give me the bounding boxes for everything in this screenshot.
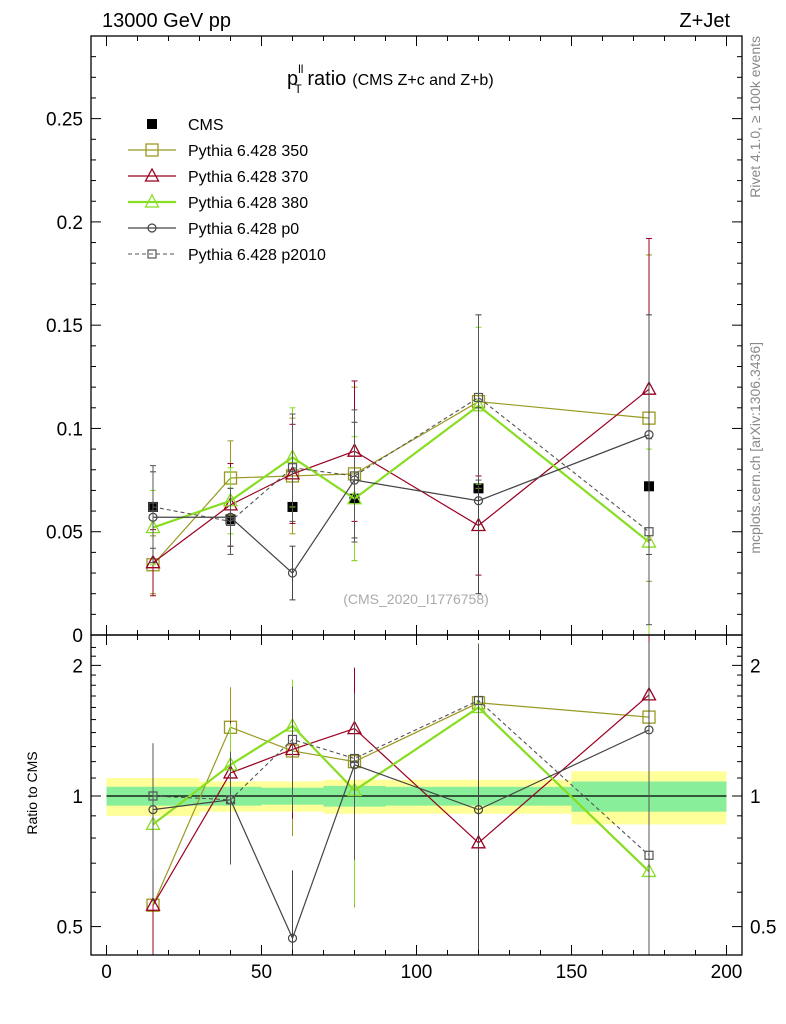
legend-marker [147,223,157,233]
legend-label: Pythia 6.428 p2010 [188,247,326,264]
legend-marker [147,249,157,259]
ratio-point [644,725,654,735]
series-line [152,404,650,543]
ratio-line [152,702,650,906]
legend: CMS Pythia 6.428 350 Pythia 6.428 370 Pythi… [128,117,326,264]
legend-label: Pythia 6.428 p0 [188,221,299,238]
x-tick-label: 150 [556,962,588,983]
ratio-point [644,850,654,860]
ratio-point [473,805,484,815]
series-p380 [145,326,657,636]
ratio-y-tick-label: 0.5 [57,918,83,939]
legend-entry-p350: Pythia 6.428 350 [128,143,308,160]
ratio-line [152,729,650,940]
y-tick-label: 0.25 [46,110,83,131]
legend-label: Pythia 6.428 350 [188,143,308,160]
header-right: Z+Jet [679,10,730,32]
ratio-point [349,753,360,764]
data-point [287,568,298,578]
legend-marker [145,143,159,157]
analysis-watermark: (CMS_2020_I1776758) [343,591,489,607]
legend-marker [144,193,160,208]
ratio-point [145,896,161,911]
ratio-line [152,706,650,873]
ratio-y-tick-label-right: 1 [750,787,761,808]
x-tick-label: 50 [251,962,272,983]
x-tick-label: 200 [711,962,743,983]
legend-entry-cms: CMS [147,117,224,134]
data-point [473,392,484,403]
ratio-series-p2010 [148,644,654,955]
header-left: 13000 GeV pp [102,10,231,32]
ratio-y-tick-label-right: 0.5 [750,918,776,939]
ratio-point [225,795,236,805]
legend-marker [147,119,157,129]
y-tick-label: 0.15 [46,316,83,337]
y-tick-label: 0 [72,626,83,647]
data-point [473,496,484,506]
x-tick-label: 100 [401,962,433,983]
series-p2010 [148,314,654,626]
series-line [152,400,650,566]
data-point [145,554,161,569]
y-tick-label: 0.05 [46,523,83,544]
legend-marker [144,167,160,182]
y-tick-label: 0.1 [57,419,83,440]
legend-entry-p370: Pythia 6.428 370 [128,167,308,186]
data-point [644,527,654,537]
data-point [225,516,236,526]
data-point [349,471,360,481]
y-tick-label: 0.2 [57,213,83,234]
series-line [152,388,650,564]
legend-entry-p380: Pythia 6.428 380 [128,193,308,212]
legend-label: CMS [188,117,224,134]
plot-title: pll T ratio (CMS Z+c and Z+b) [287,62,494,96]
ratio-line [152,699,650,856]
ratio-line [152,694,650,906]
rivet-label: Rivet 4.1.0, ≥ 100k events [747,36,763,198]
legend-entry-p2010: Pythia 6.428 p2010 [128,247,326,264]
series-p370 [145,237,657,597]
legend-label: Pythia 6.428 380 [188,195,308,212]
data-point [148,502,158,512]
series-line [153,434,650,574]
data-point [287,463,298,473]
ratio-point [287,734,298,745]
ratio-y-tick-label: 1 [72,787,83,808]
series-p0 [148,314,654,601]
ratio-point [287,933,298,943]
ratio-ylabel: Ratio to CMS [24,751,40,834]
ratio-y-tick-label: 2 [72,656,83,677]
x-tick-label: 0 [101,962,112,983]
legend-label: Pythia 6.428 370 [188,169,308,186]
series-p350 [146,254,656,595]
series-line [152,396,650,533]
mcplots-label: mcplots.cern.ch [arXiv:1306.3436] [747,342,763,554]
ratio-point [148,791,158,801]
ratio-point [473,695,484,706]
ratio-y-tick-label-right: 2 [750,656,761,677]
legend-entry-p0: Pythia 6.428 p0 [128,221,299,238]
